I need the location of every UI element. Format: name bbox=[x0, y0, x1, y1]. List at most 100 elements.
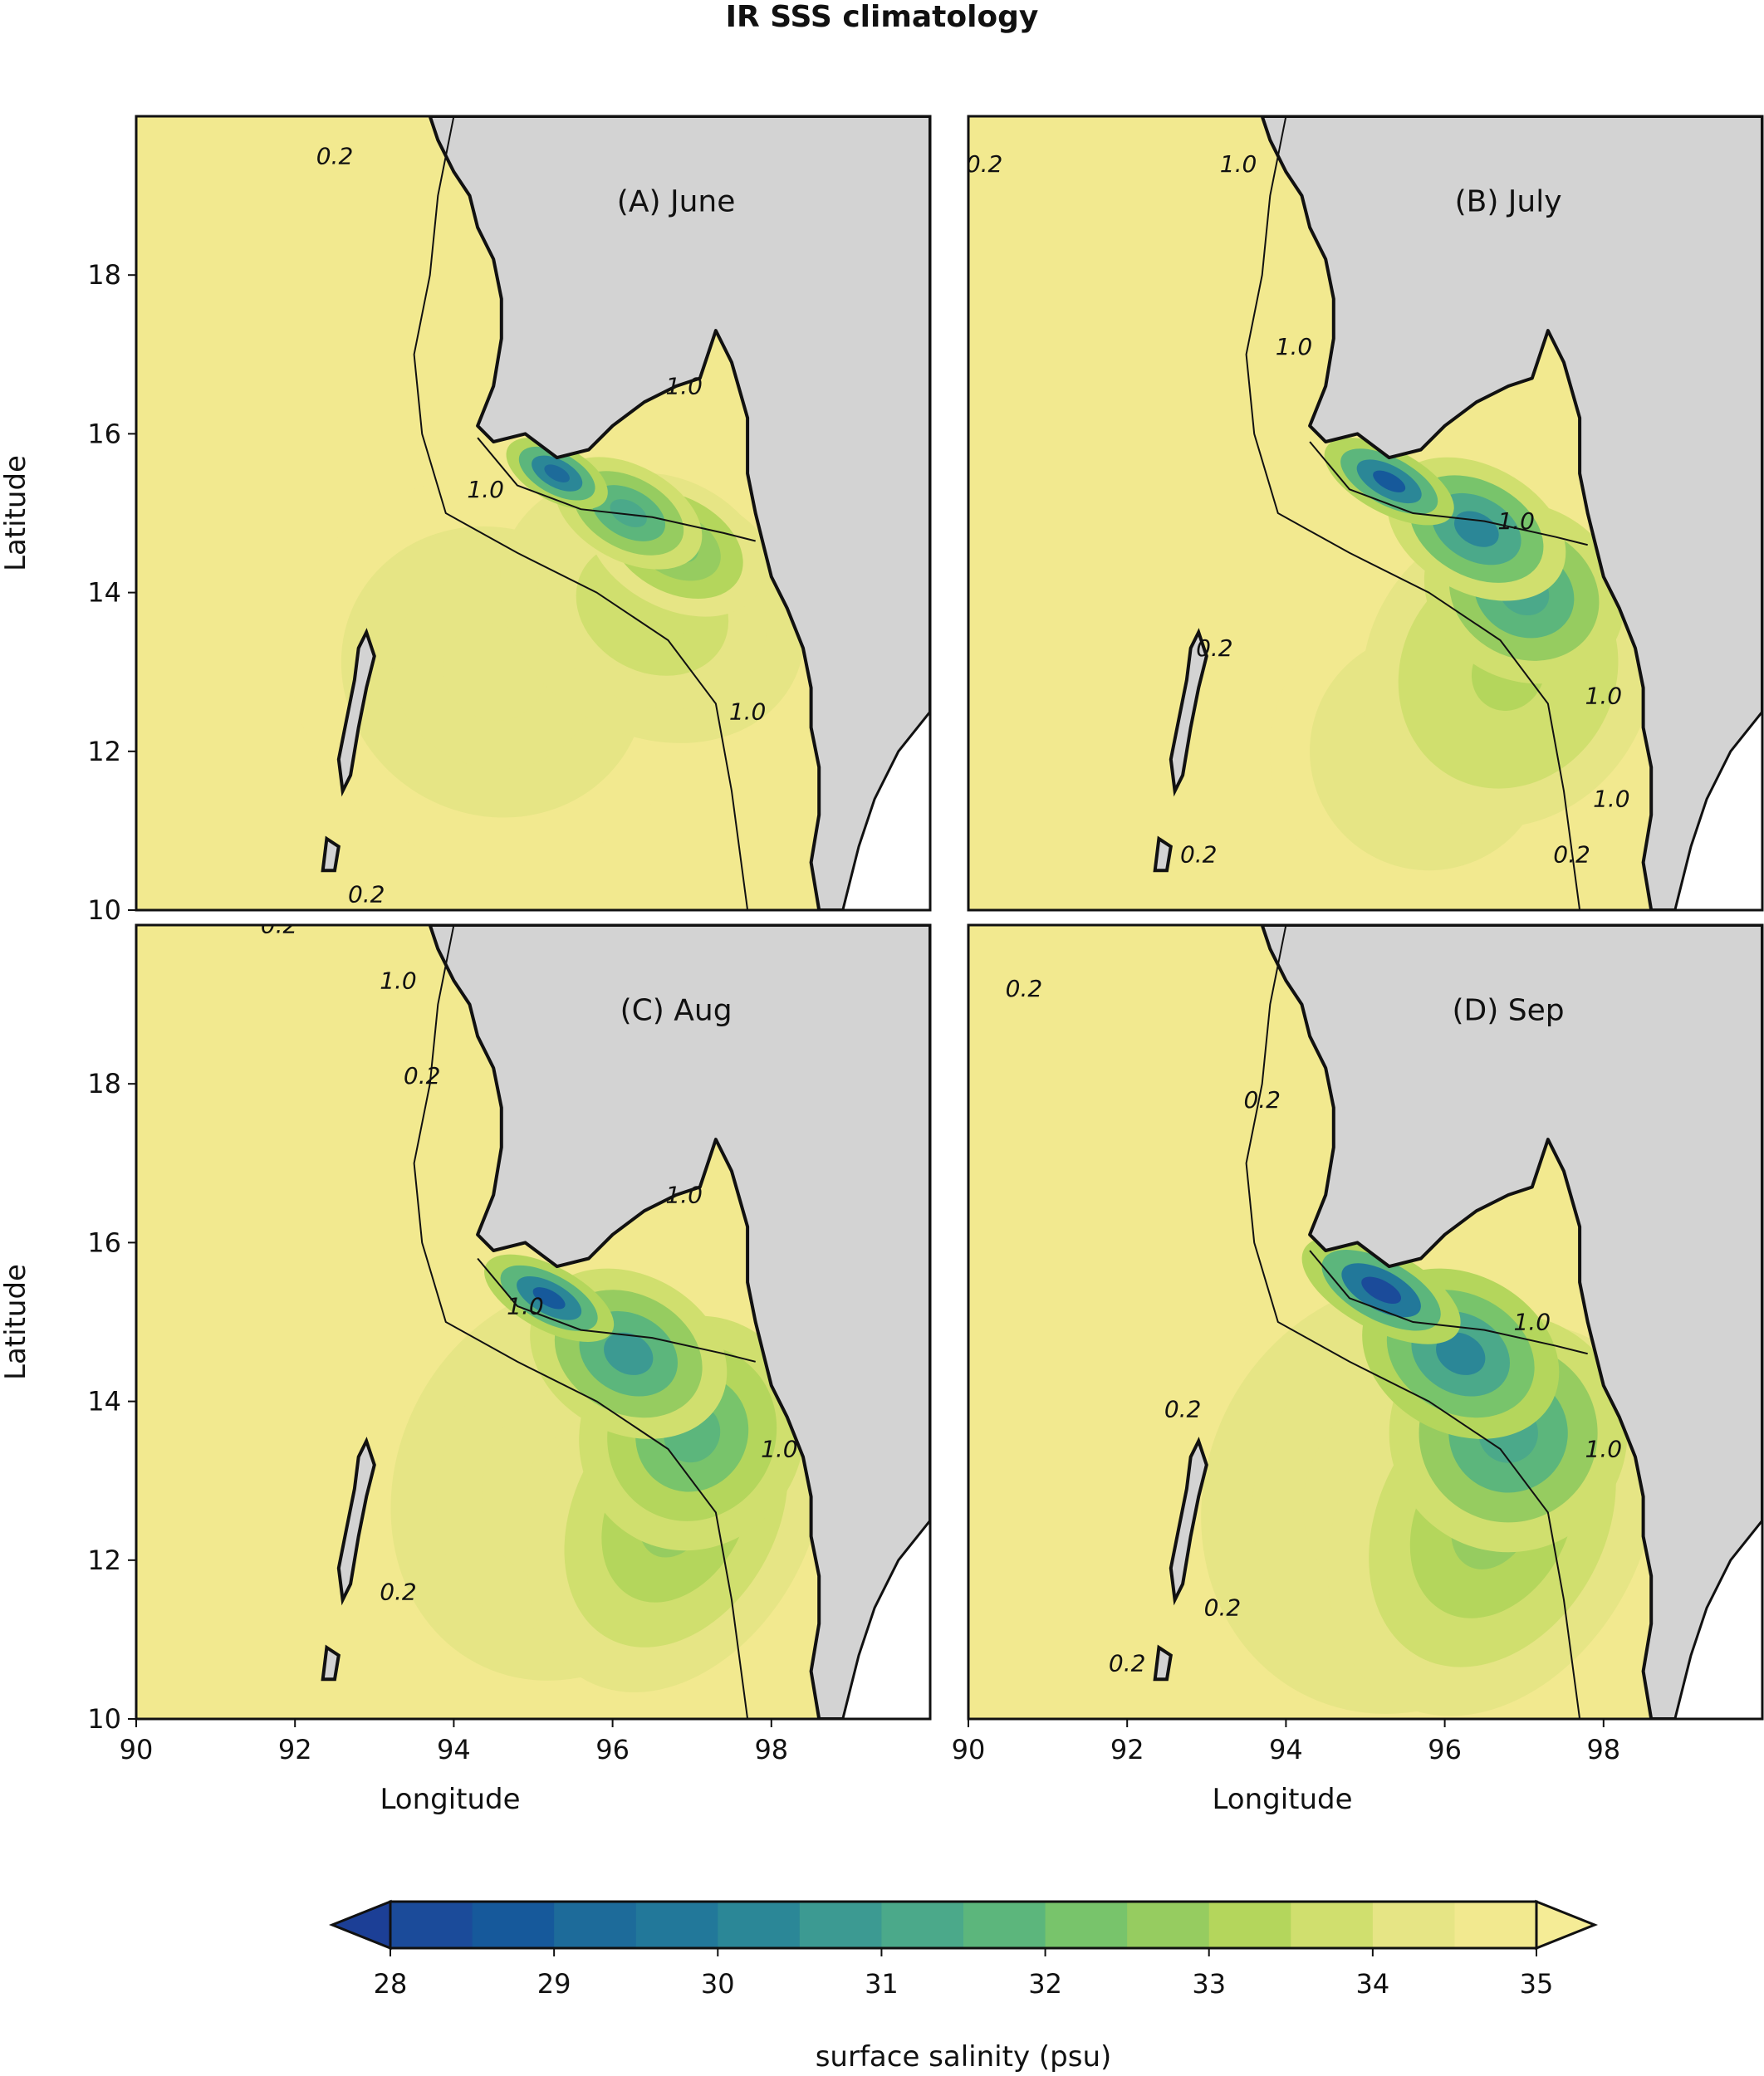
colorbar-tick-label: 31 bbox=[865, 1968, 899, 2000]
contour-label: 1.0 bbox=[1497, 507, 1535, 535]
salinity-band bbox=[1453, 511, 1499, 547]
contour-label: 1.0 bbox=[1585, 1436, 1623, 1463]
colorbar-segment bbox=[390, 1902, 473, 1948]
map-area: 0.2 1.0 1.0 0.2 1.0 bbox=[136, 116, 930, 910]
colorbar-tick-label: 35 bbox=[1520, 1968, 1554, 2000]
colorbar-label: surface salinity (psu) bbox=[816, 2040, 1112, 2074]
colorbar-extend-high bbox=[1535, 1899, 1599, 1951]
x-tick-label: 96 bbox=[1428, 1734, 1462, 1765]
contour-line-0.2 bbox=[413, 116, 749, 910]
contour-label: 1.0 bbox=[1276, 333, 1313, 360]
colorbar-tick-label: 29 bbox=[537, 1968, 571, 2000]
colorbar-segment bbox=[1291, 1902, 1374, 1948]
panel-label: (A) June bbox=[617, 185, 736, 219]
contour-line-1.0 bbox=[1309, 441, 1588, 546]
colorbar-segment bbox=[1454, 1902, 1537, 1948]
panel-1: 0.2 1.0 1.0 0.2 1.0 (A) June 10 12 14 16 18 Latitud… bbox=[0, 115, 932, 926]
colorbar-segment bbox=[554, 1902, 637, 1948]
x-tick-label: 98 bbox=[1586, 1734, 1620, 1765]
x-tick-label: 90 bbox=[952, 1734, 986, 1765]
y-tick-label: 18 bbox=[87, 259, 121, 291]
contour-label: 1.0 bbox=[1585, 682, 1623, 709]
colorbar-segment bbox=[1045, 1902, 1129, 1948]
map-area: 1.0 1.0 1.0 0.2 0.2 0.2 1.0 0.2 1.0 bbox=[966, 116, 1762, 910]
contour-line-1.0 bbox=[1309, 1250, 1588, 1355]
contour-label: 0.2 bbox=[1196, 634, 1233, 662]
land-mass bbox=[1260, 925, 1762, 1719]
contour-label: 0.2 bbox=[348, 880, 385, 908]
colorbar-segment bbox=[1127, 1902, 1210, 1948]
colorbar-segment bbox=[635, 1902, 719, 1948]
contour-label: 1.0 bbox=[380, 967, 417, 994]
panel-2: 1.0 1.0 1.0 0.2 0.2 0.2 1.0 0.2 1.0 (B) July bbox=[966, 115, 1764, 912]
contour-label: 0.2 bbox=[1553, 841, 1590, 869]
map-area: 0.2 0.2 1.0 0.2 1.0 0.2 0.2 bbox=[968, 925, 1762, 1719]
x-axis-label: Longitude bbox=[1212, 1783, 1352, 1816]
panel-frame bbox=[967, 115, 1764, 912]
gulf-coast bbox=[841, 1518, 930, 1719]
y-axis-label: Latitude bbox=[0, 1264, 32, 1380]
x-tick-label: 98 bbox=[754, 1734, 788, 1765]
y-tick-label: 18 bbox=[87, 1068, 121, 1099]
contour-line-1.0 bbox=[477, 1257, 756, 1363]
colorbar-tick-label: 33 bbox=[1192, 1968, 1226, 2000]
salinity-band bbox=[1361, 1276, 1402, 1304]
salinity-band bbox=[1373, 470, 1406, 492]
x-tick-label: 92 bbox=[278, 1734, 312, 1765]
colorbar-segment bbox=[472, 1902, 556, 1948]
colorbar-tick-label: 34 bbox=[1355, 1968, 1389, 2000]
contour-label: 1.0 bbox=[665, 373, 703, 400]
contour-label: 1.0 bbox=[467, 476, 504, 503]
contour-label: 1.0 bbox=[1513, 1309, 1551, 1336]
panel-frame bbox=[967, 923, 1764, 1721]
contour-label: 0.2 bbox=[1164, 1396, 1202, 1423]
y-tick-label: 10 bbox=[87, 894, 121, 926]
colorbar-extend-low bbox=[328, 1899, 392, 1951]
colorbar-segment bbox=[799, 1902, 883, 1948]
figure-title: IR SSS climatology bbox=[726, 0, 1039, 34]
salinity-band bbox=[544, 464, 570, 482]
contour-label: 0.2 bbox=[1109, 1650, 1146, 1677]
panel-label: (C) Aug bbox=[620, 994, 733, 1028]
colorbar-frame bbox=[389, 1900, 1538, 1950]
y-tick-label: 16 bbox=[87, 1227, 121, 1258]
contour-label: 1.0 bbox=[665, 1182, 703, 1209]
colorbar-segment bbox=[881, 1902, 964, 1948]
colorbar-tick-label: 30 bbox=[701, 1968, 735, 2000]
y-tick-label: 12 bbox=[87, 1545, 121, 1576]
map-area: 0.2 1.0 0.2 1.0 1.0 1.0 0.2 bbox=[136, 925, 930, 1719]
contour-label: 1.0 bbox=[761, 1436, 798, 1463]
contour-label: 1.0 bbox=[1220, 150, 1257, 178]
panels: 0.2 1.0 1.0 0.2 1.0 (A) June 10 12 14 16 18 Latitud… bbox=[0, 115, 1764, 1816]
panel-frame bbox=[135, 115, 932, 912]
gulf-coast bbox=[1673, 709, 1762, 910]
x-tick-label: 94 bbox=[437, 1734, 471, 1765]
contour-label: 1.0 bbox=[507, 1292, 544, 1320]
colorbar-segment bbox=[1208, 1902, 1292, 1948]
contour-line-1.0 bbox=[477, 437, 756, 542]
panel-label: (B) July bbox=[1455, 185, 1562, 219]
land-mass bbox=[428, 116, 930, 910]
colorbar-segment bbox=[1372, 1902, 1456, 1948]
salinity-band bbox=[610, 499, 647, 527]
x-tick-label: 90 bbox=[120, 1734, 154, 1765]
colorbar-tick-label: 32 bbox=[1028, 1968, 1062, 2000]
contour-label: 0.2 bbox=[966, 150, 1003, 178]
contour-label: 0.2 bbox=[1243, 1086, 1281, 1114]
colorbar: 28 29 30 31 32 33 34 35 surface salinity (psu) bbox=[328, 1899, 1599, 2074]
island bbox=[336, 628, 376, 797]
island bbox=[1169, 1437, 1208, 1606]
x-tick-label: 92 bbox=[1110, 1734, 1144, 1765]
y-tick-label: 14 bbox=[87, 577, 121, 609]
panel-4: 0.2 0.2 1.0 0.2 1.0 0.2 0.2 (D) Sep 90 92 94 96 98 Lo… bbox=[952, 923, 1764, 1816]
island bbox=[1153, 1644, 1173, 1682]
island bbox=[1153, 835, 1173, 873]
island bbox=[321, 835, 341, 873]
y-tick-label: 10 bbox=[87, 1703, 121, 1735]
contour-label: 1.0 bbox=[729, 698, 767, 726]
salinity-band bbox=[604, 1332, 654, 1375]
island bbox=[1169, 628, 1208, 797]
contour-label: 0.2 bbox=[404, 1062, 441, 1089]
x-tick-label: 94 bbox=[1269, 1734, 1303, 1765]
